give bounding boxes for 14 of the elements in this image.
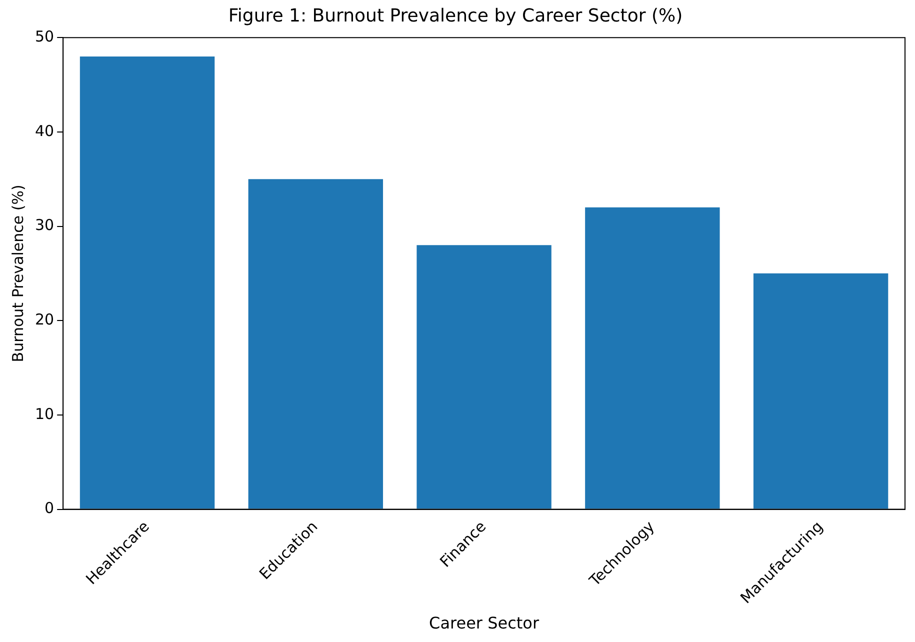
bar <box>248 179 384 509</box>
y-tick-label: 10 <box>34 404 54 423</box>
y-axis-title: Burnout Prevalence (%) <box>8 184 27 362</box>
bar <box>416 245 552 509</box>
chart-title: Figure 1: Burnout Prevalence by Career Sector (%) <box>228 5 683 26</box>
x-axis-title: Career Sector <box>429 614 540 633</box>
bar <box>80 56 215 509</box>
y-tick-label: 50 <box>34 27 54 46</box>
y-tick-label: 30 <box>34 216 54 234</box>
y-tick-label: 20 <box>34 310 54 328</box>
y-tick-label: 40 <box>34 122 54 140</box>
bar <box>585 207 720 509</box>
bar <box>753 273 888 509</box>
y-tick-label: 0 <box>44 499 54 518</box>
